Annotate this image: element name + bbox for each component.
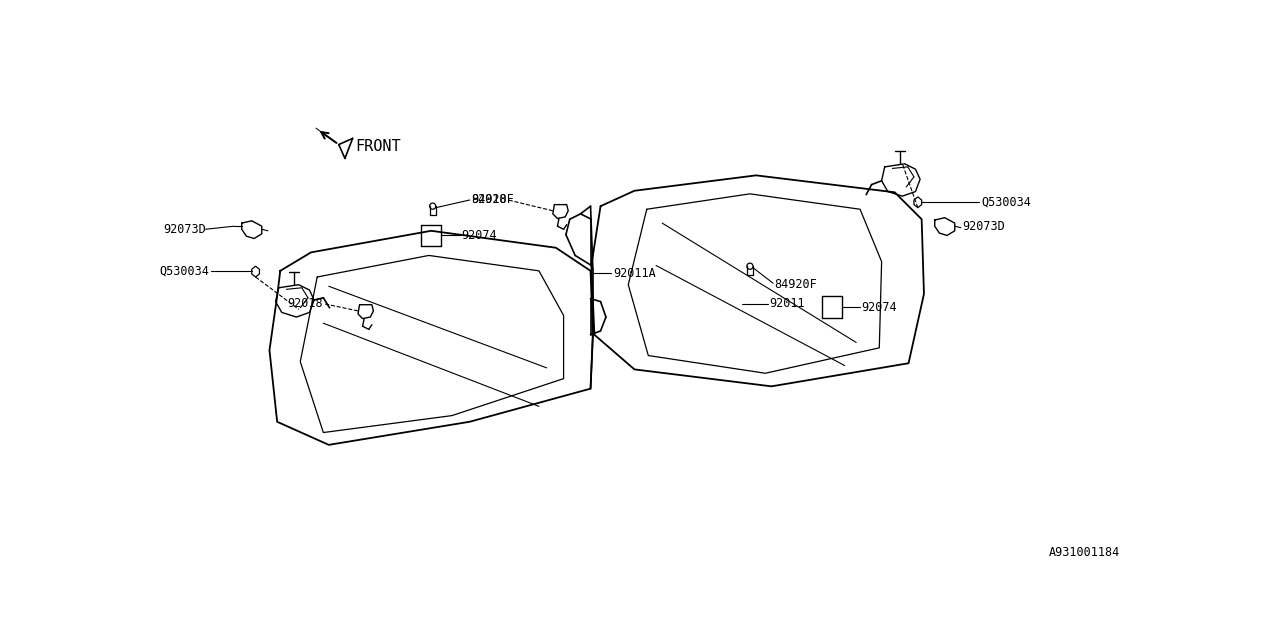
- Text: 84920F: 84920F: [471, 193, 515, 207]
- Text: 92018: 92018: [471, 193, 507, 207]
- Text: A931001184: A931001184: [1048, 546, 1120, 559]
- Text: 92011: 92011: [769, 298, 805, 310]
- Text: 92073D: 92073D: [163, 223, 206, 236]
- Text: 92074: 92074: [861, 301, 897, 314]
- Text: FRONT: FRONT: [356, 139, 402, 154]
- Text: Q530034: Q530034: [980, 195, 1030, 208]
- Text: Q530034: Q530034: [160, 264, 210, 277]
- Text: 92018: 92018: [288, 298, 324, 310]
- Text: 92011A: 92011A: [613, 267, 655, 280]
- Text: 92073D: 92073D: [963, 220, 1005, 233]
- Text: 84920F: 84920F: [774, 278, 818, 291]
- Text: 92074: 92074: [461, 229, 497, 242]
